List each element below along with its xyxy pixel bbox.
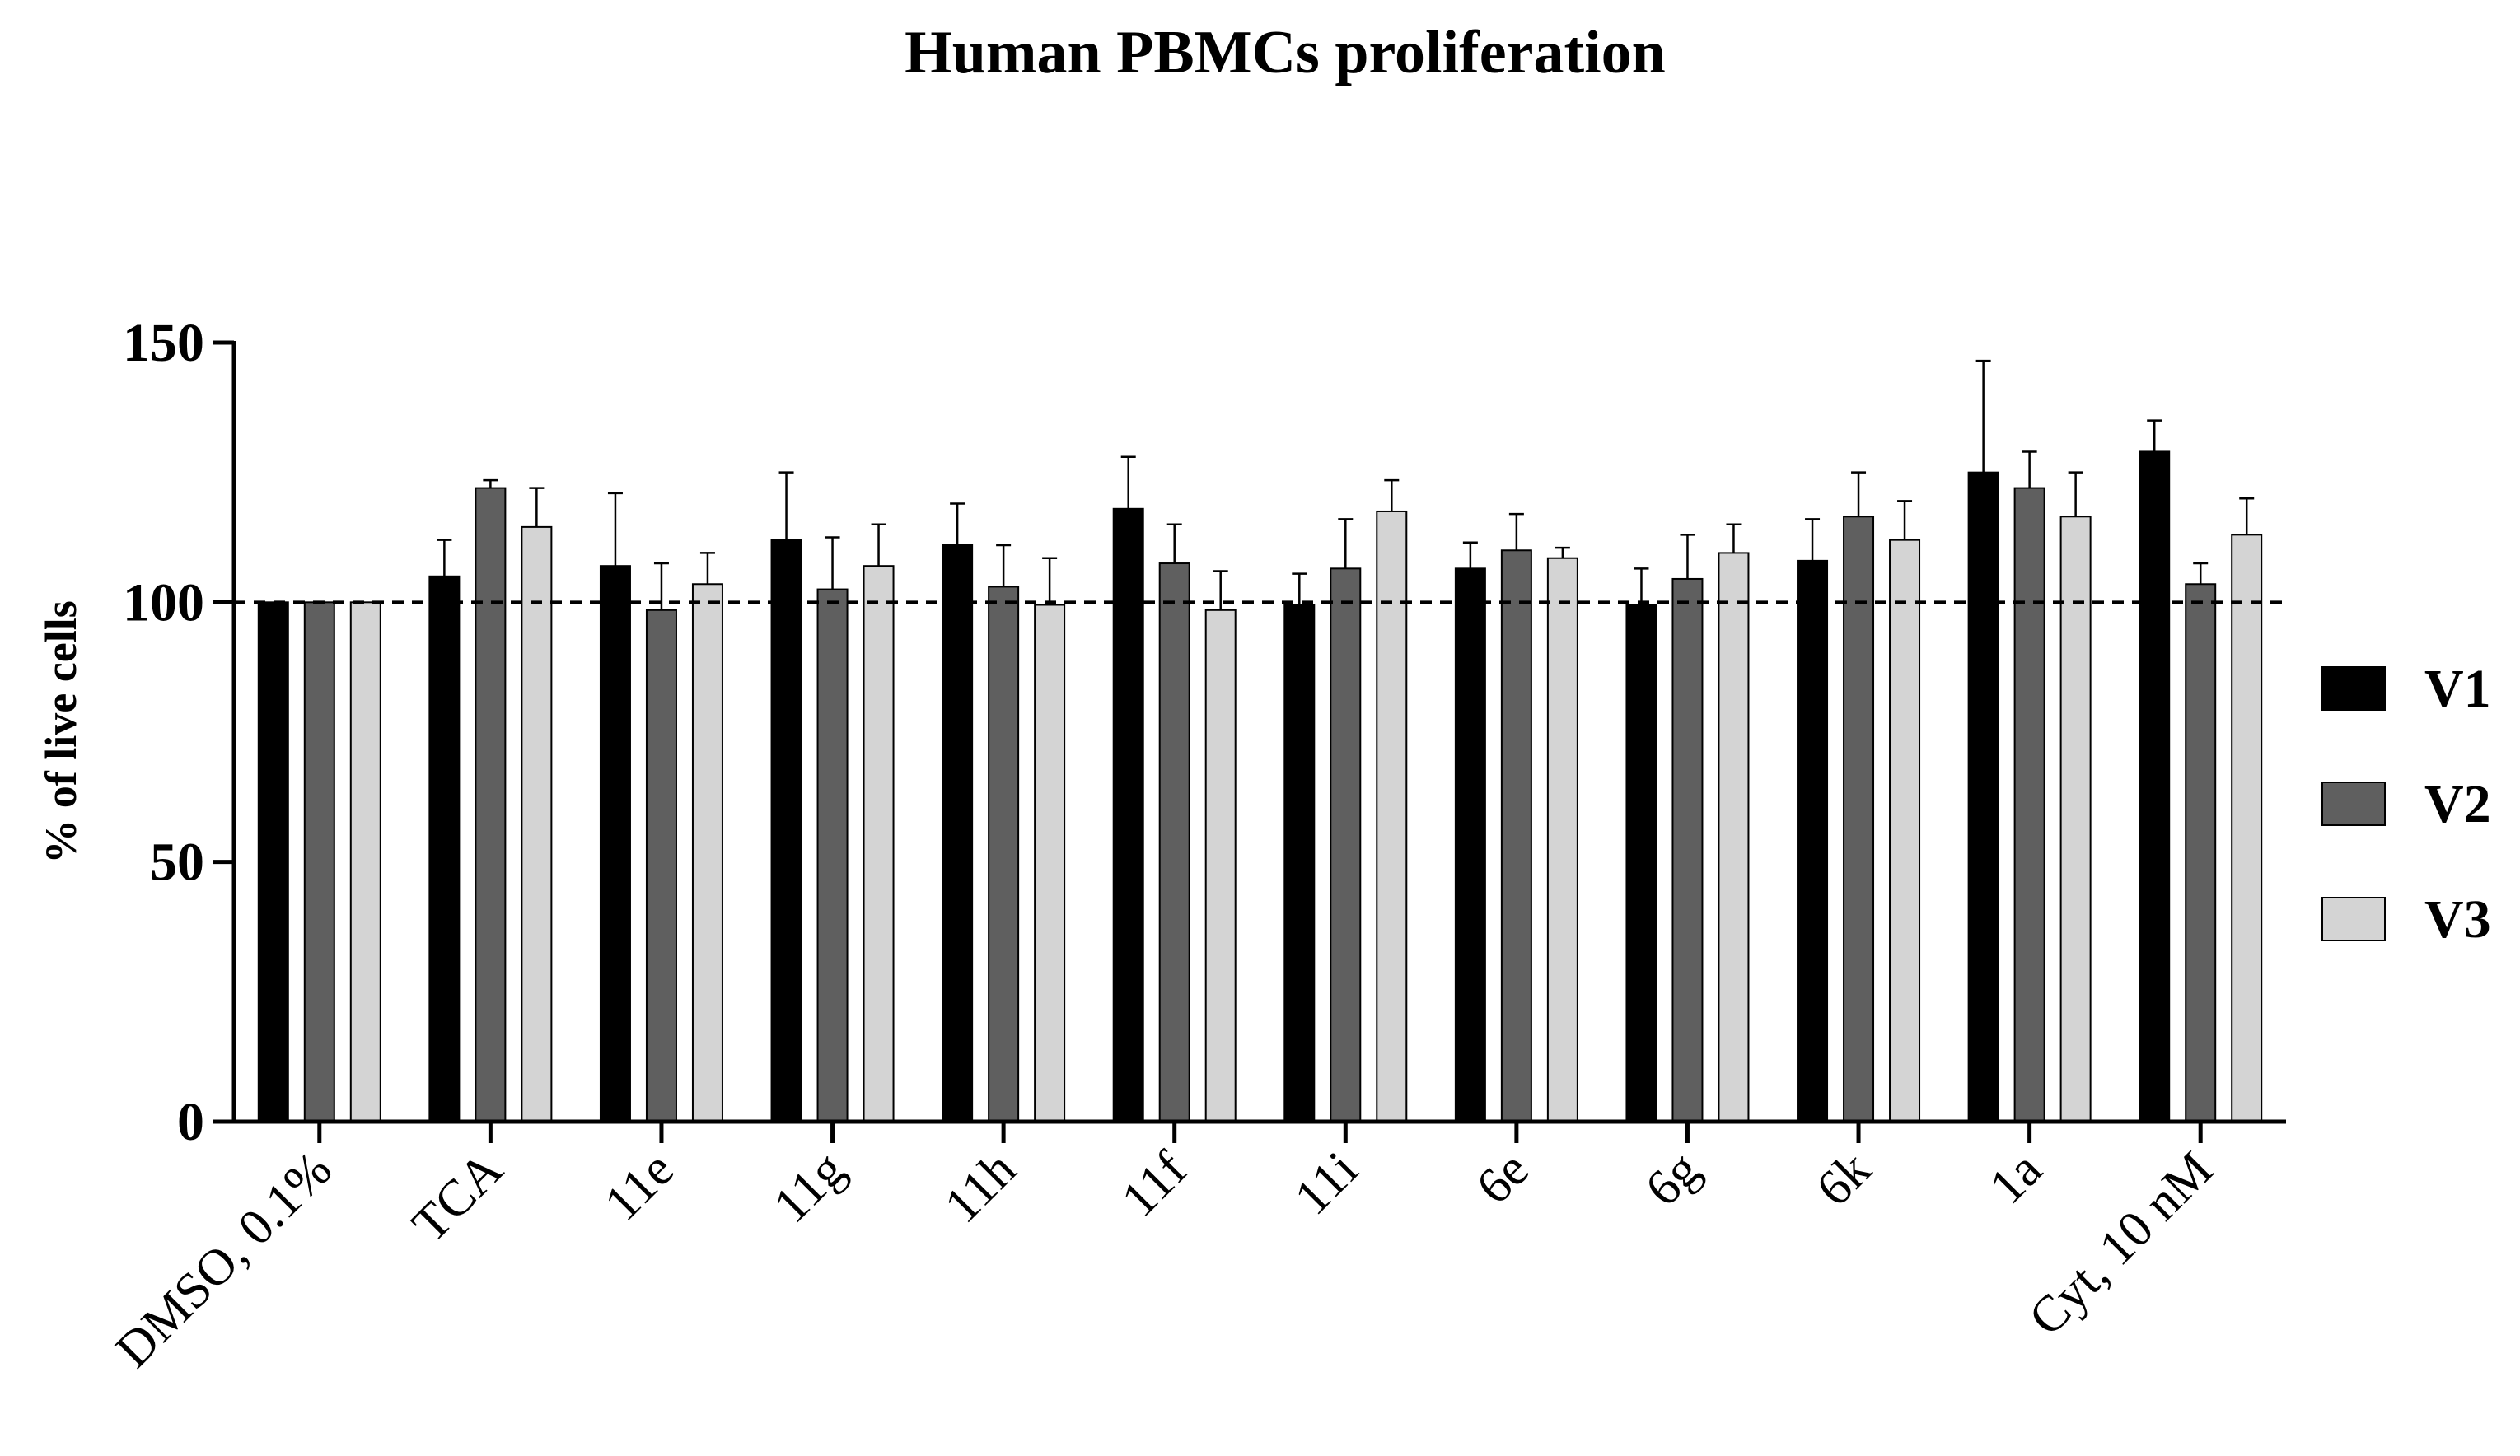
bar-v3-7 [1546,557,1578,1122]
bar-v3-3 [863,565,895,1122]
bar-v2-9 [1843,516,1875,1122]
bar-v3-8 [1718,552,1750,1122]
y-tick-label-100: 100 [123,572,204,632]
bar-v3-11 [2231,534,2263,1122]
bar-v3-0 [349,601,381,1122]
y-axis-label: % of live cells [36,600,86,863]
bar-v3-1 [521,525,553,1122]
x-tick-label-2: 11e [594,1141,685,1232]
bar-v2-7 [1500,549,1532,1122]
bar-v1-11 [2139,450,2171,1122]
y-tick-label-150: 150 [123,313,204,373]
x-tick-label-5: 11f [1111,1141,1198,1228]
x-tick-label-3: 11g [763,1141,855,1234]
bar-v2-8 [1671,577,1704,1122]
bar-v2-5 [1158,562,1190,1122]
bar-v3-5 [1204,609,1237,1122]
bar-v1-6 [1283,604,1316,1122]
x-tick-label-9: 6k [1806,1141,1882,1217]
x-tick-label-11: Cyt, 10 nM [2018,1141,2223,1346]
legend-label-v2: V2 [2424,774,2491,834]
bar-v2-0 [303,601,335,1122]
bar-v1-10 [1967,471,1999,1122]
bar-v1-0 [257,601,289,1122]
bar-v1-9 [1797,559,1829,1122]
bar-v3-6 [1376,510,1408,1122]
bar-v1-4 [942,544,974,1122]
legend-swatch-v2 [2321,782,2386,826]
bar-v3-2 [691,583,723,1122]
x-tick-label-10: 1a [1979,1141,2052,1215]
bar-v2-10 [2013,487,2045,1122]
bar-v1-1 [428,575,461,1122]
legend-label-v1: V1 [2424,659,2491,719]
bar-v3-4 [1034,604,1066,1122]
y-tick-label-50: 50 [150,833,204,893]
bar-v2-6 [1330,567,1362,1122]
bar-v2-1 [475,487,507,1122]
bar-v3-9 [1889,539,1921,1122]
y-tick-label-0: 0 [177,1092,204,1152]
bar-v2-2 [645,609,677,1122]
chart-title: Human PBMCs proliferation [905,19,1666,86]
bar-v1-7 [1454,567,1486,1122]
x-tick-label-4: 11h [934,1141,1026,1234]
legend-swatch-v1 [2321,666,2386,711]
bar-v2-3 [816,588,849,1122]
x-tick-label-6: 11i [1284,1141,1368,1225]
x-tick-label-8: 6g [1634,1141,1710,1217]
x-tick-label-7: 6e [1466,1141,1539,1215]
bar-v1-3 [770,539,802,1122]
bar-v1-2 [599,565,631,1122]
x-tick-label-0: DMSO, 0.1% [105,1141,343,1379]
bar-v3-10 [2059,516,2092,1122]
bar-v1-5 [1112,507,1144,1122]
bar-v2-4 [988,586,1020,1122]
bar-v1-8 [1625,604,1657,1122]
bar-v2-11 [2185,583,2217,1122]
legend-label-v3: V3 [2424,889,2491,950]
x-tick-label-1: TCA [402,1141,514,1253]
legend-swatch-v3 [2321,897,2386,941]
